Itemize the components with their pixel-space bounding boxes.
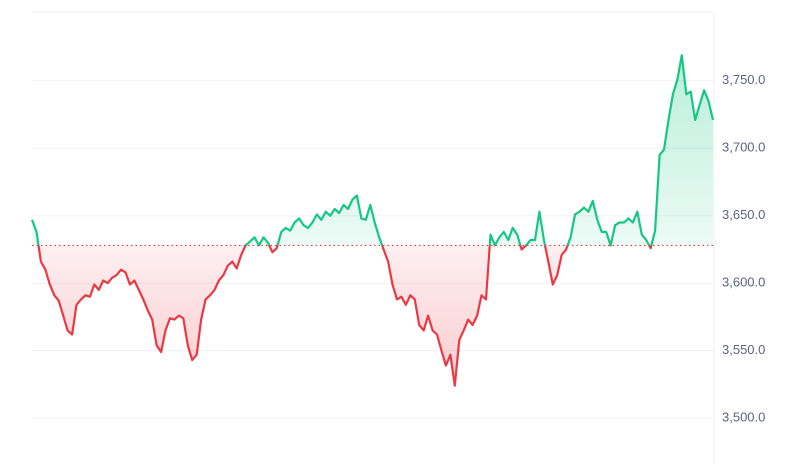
price-line [30, 54, 715, 387]
y-tick-label: 3,700.0 [722, 140, 765, 155]
area [32, 55, 713, 386]
y-tick-label: 3,650.0 [722, 207, 765, 222]
y-tick-label: 3,750.0 [722, 72, 765, 87]
y-tick-label: 3,550.0 [722, 342, 765, 357]
y-tick-label: 3,600.0 [722, 275, 765, 290]
y-tick-label: 3,500.0 [722, 410, 765, 425]
